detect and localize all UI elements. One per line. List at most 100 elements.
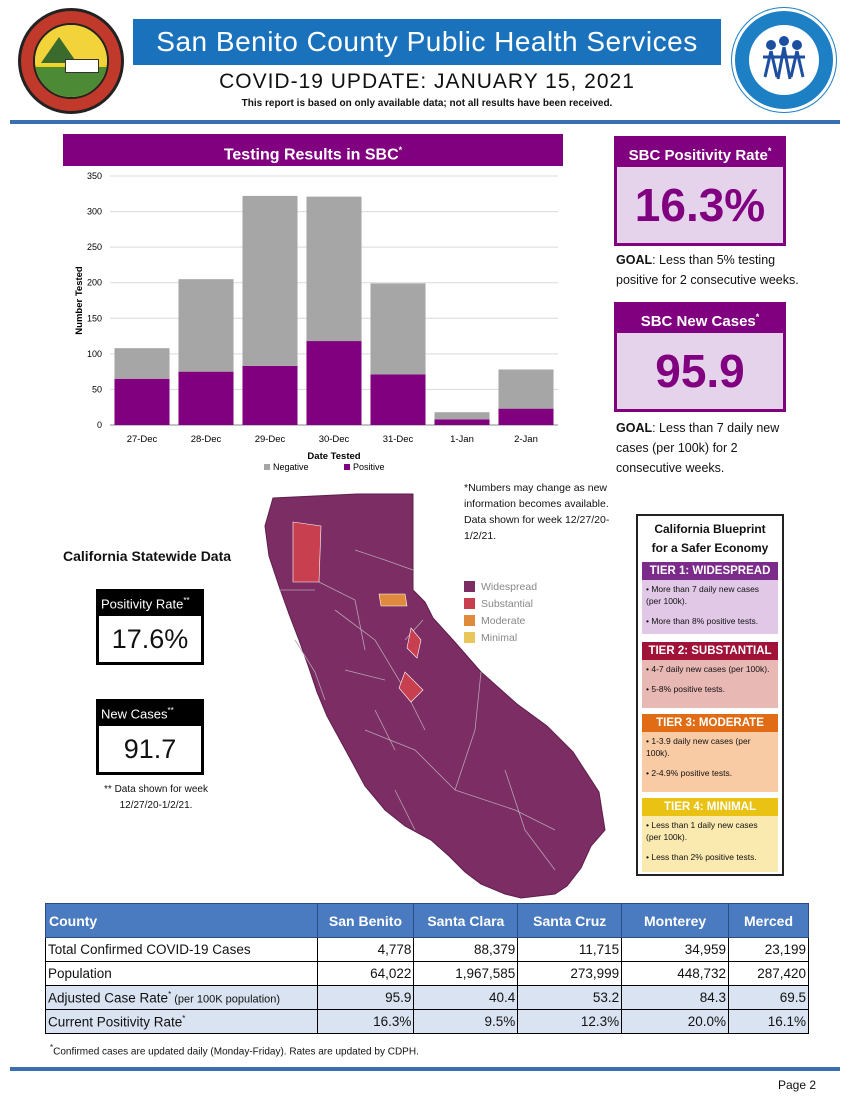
tier-criteria: • 4-7 daily new cases (per 100k). • 5-8%… bbox=[642, 660, 778, 708]
tier-widespread: TIER 1: WIDESPREAD • More than 7 daily n… bbox=[642, 562, 778, 634]
legend-label-positive: Positive bbox=[353, 462, 385, 472]
legend-label: Moderate bbox=[481, 614, 526, 627]
table-cell: 20.0% bbox=[621, 1009, 730, 1034]
tier-moderate: TIER 3: MODERATE • 1-3.9 daily new cases… bbox=[642, 714, 778, 792]
table-cell: 16.3% bbox=[316, 1009, 415, 1034]
table-cell: 53.2 bbox=[517, 985, 623, 1010]
bar-negative bbox=[370, 283, 426, 375]
ca-new-cases-value: 91.7 bbox=[96, 723, 204, 775]
tier-criterion: • More than 8% positive tests. bbox=[646, 616, 759, 626]
x-tick-label: 30-Dec bbox=[319, 434, 350, 445]
table-cell: 40.4 bbox=[413, 985, 519, 1010]
sbc-positivity-value: 16.3% bbox=[614, 164, 786, 246]
bar-positive bbox=[306, 341, 362, 425]
table-cell: 23,199 bbox=[728, 937, 809, 962]
legend-swatch-positive bbox=[344, 464, 350, 470]
bar-positive bbox=[370, 374, 426, 425]
bar-positive bbox=[178, 371, 234, 425]
sbc-new-cases-value: 95.9 bbox=[614, 330, 786, 412]
column-header: Monterey bbox=[621, 903, 730, 938]
map-legend: Widespread Substantial Moderate Minimal bbox=[464, 578, 537, 646]
table-row: Adjusted Case Rate* (per 100K population… bbox=[45, 985, 809, 1010]
table-cell: 12.3% bbox=[517, 1009, 623, 1034]
tier-criterion: • Less than 2% positive tests. bbox=[646, 852, 757, 862]
top-divider bbox=[10, 120, 840, 124]
x-axis-title: Date Tested bbox=[307, 451, 360, 462]
blueprint-title: California Blueprint for a Safer Economy bbox=[651, 522, 769, 555]
y-tick-label: 150 bbox=[87, 313, 102, 323]
table-row: Current Positivity Rate* 16.3% 9.5% 12.3… bbox=[45, 1009, 809, 1034]
table-row: Population 64,022 1,967,585 273,999 448,… bbox=[45, 961, 809, 986]
x-tick-label: 31-Dec bbox=[383, 434, 414, 445]
bar-negative bbox=[306, 196, 362, 342]
bar-negative bbox=[178, 279, 234, 372]
positivity-goal: GOAL: Less than 5% testing positive for … bbox=[616, 253, 799, 287]
bar-negative bbox=[114, 348, 170, 379]
y-tick-label: 300 bbox=[87, 207, 102, 217]
bar-positive bbox=[114, 378, 170, 425]
org-title-banner: San Benito County Public Health Services bbox=[133, 19, 721, 65]
table-cell: 448,732 bbox=[621, 961, 730, 986]
bar-positive bbox=[242, 365, 298, 425]
testing-chart-title: Testing Results in SBC* bbox=[63, 134, 563, 166]
report-disclaimer: This report is based on only available d… bbox=[241, 98, 613, 109]
ca-new-cases-header: New Cases** bbox=[96, 699, 204, 723]
tier-criterion: • 2-4.9% positive tests. bbox=[646, 768, 733, 778]
legend-item: Minimal bbox=[464, 629, 537, 646]
tier-heading: TIER 3: MODERATE bbox=[642, 714, 778, 732]
new-cases-goal: GOAL: Less than 7 daily new cases (per 1… bbox=[616, 421, 780, 475]
column-header: Santa Cruz bbox=[517, 903, 623, 938]
row-label: Total Confirmed COVID-19 Cases bbox=[45, 937, 318, 962]
table-cell: 16.1% bbox=[728, 1009, 809, 1034]
public-health-logo bbox=[732, 8, 836, 112]
legend-swatch-negative bbox=[264, 464, 270, 470]
legend-swatch bbox=[464, 615, 475, 626]
y-tick-label: 250 bbox=[87, 242, 102, 252]
y-axis-title: Number Tested bbox=[74, 266, 85, 335]
y-tick-label: 200 bbox=[87, 278, 102, 288]
tier-criteria: • More than 7 daily new cases (per 100k)… bbox=[642, 580, 778, 634]
tier-criterion: • 1-3.9 daily new cases (per 100k). bbox=[646, 736, 751, 758]
x-tick-label: 27-Dec bbox=[127, 434, 158, 445]
bar-negative bbox=[242, 195, 298, 366]
update-title: COVID-19 UPDATE: JANUARY 15, 2021 bbox=[219, 70, 635, 93]
column-header: Santa Clara bbox=[413, 903, 519, 938]
legend-item: Substantial bbox=[464, 595, 537, 612]
legend-item: Moderate bbox=[464, 612, 537, 629]
x-tick-label: 1-Jan bbox=[450, 434, 474, 445]
tier-minimal: TIER 4: MINIMAL • Less than 1 daily new … bbox=[642, 798, 778, 872]
page-number: Page 2 bbox=[778, 1078, 817, 1092]
california-statewide-title: California Statewide Data bbox=[63, 548, 232, 564]
bar-positive bbox=[434, 419, 490, 425]
legend-label: Widespread bbox=[481, 580, 538, 593]
tier-heading: TIER 1: WIDESPREAD bbox=[642, 562, 778, 580]
y-tick-label: 0 bbox=[97, 420, 102, 430]
column-header: San Benito bbox=[316, 903, 415, 938]
legend-label-negative: Negative bbox=[273, 462, 309, 472]
tier-heading: TIER 2: SUBSTANTIAL bbox=[642, 642, 778, 660]
ca-positivity-header: Positivity Rate** bbox=[96, 589, 204, 613]
bar-negative bbox=[498, 369, 554, 409]
table-cell: 88,379 bbox=[413, 937, 519, 962]
data-week-note: *Numbers may change as new information b… bbox=[464, 482, 610, 542]
tier-criterion: • 4-7 daily new cases (per 100k). bbox=[646, 664, 770, 674]
tier-heading: TIER 4: MINIMAL bbox=[642, 798, 778, 816]
y-tick-label: 100 bbox=[87, 349, 102, 359]
x-tick-label: 29-Dec bbox=[255, 434, 286, 445]
row-label: Current Positivity Rate* bbox=[45, 1009, 318, 1034]
blueprint-panel: California Blueprint for a Safer Economy… bbox=[636, 514, 784, 876]
y-tick-label: 350 bbox=[87, 171, 102, 181]
row-label: Adjusted Case Rate* (per 100K population… bbox=[45, 985, 318, 1010]
x-tick-label: 2-Jan bbox=[514, 434, 538, 445]
california-tier-map bbox=[264, 493, 606, 899]
table-cell: 11,715 bbox=[517, 937, 623, 962]
table-row: Total Confirmed COVID-19 Cases 4,778 88,… bbox=[45, 937, 809, 962]
table-header-row: County San Benito Santa Clara Santa Cruz… bbox=[45, 903, 809, 938]
table-cell: 95.9 bbox=[316, 985, 415, 1010]
sbc-new-cases-header: SBC New Cases* bbox=[614, 302, 786, 332]
legend-swatch bbox=[464, 632, 475, 643]
legend-swatch bbox=[464, 581, 475, 592]
tier-criteria: • 1-3.9 daily new cases (per 100k). • 2-… bbox=[642, 732, 778, 792]
table-cell: 64,022 bbox=[316, 961, 415, 986]
legend-label: Substantial bbox=[481, 597, 533, 610]
